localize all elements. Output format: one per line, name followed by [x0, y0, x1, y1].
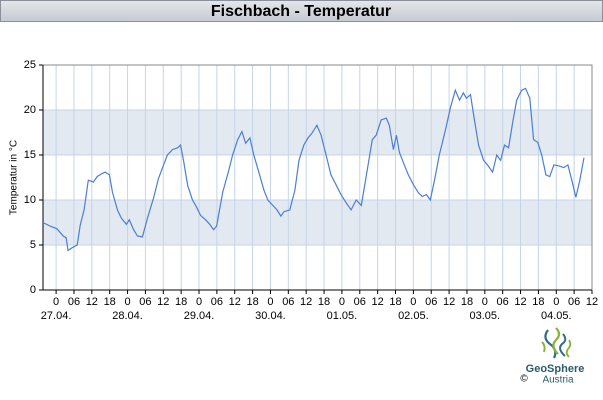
day-label: 30.04. — [255, 310, 286, 322]
band — [43, 200, 592, 245]
x-tick-label: 0 — [482, 296, 488, 308]
x-tick-label: 12 — [514, 296, 526, 308]
y-tick-label: 15 — [24, 149, 36, 161]
day-label: 03.05. — [470, 310, 501, 322]
x-tick-label: 12 — [86, 296, 98, 308]
day-label: 28.04. — [112, 310, 143, 322]
x-tick-label: 18 — [532, 296, 544, 308]
plot-area: 0 06 12 18 0 06 12 18 0 06 12 18 0 06 12 18 0 06 12 18 0 06 12… — [9, 59, 598, 322]
x-tick-label: 12 — [443, 296, 455, 308]
x-tick-label: 18 — [461, 296, 473, 308]
x-tick-label: 06 — [139, 296, 151, 308]
x-tick-label: 0 — [410, 296, 416, 308]
x-tick-label: 06 — [68, 296, 80, 308]
logo-name: GeoSphere — [526, 363, 585, 375]
x-tick-label: 12 — [300, 296, 312, 308]
y-tick-label: 5 — [30, 239, 36, 251]
x-tick-label: 0 — [339, 296, 345, 308]
y-tick-label: 10 — [24, 194, 36, 206]
day-label: 27.04. — [41, 310, 72, 322]
day-label: 29.04. — [184, 310, 215, 322]
x-tick-label: 06 — [425, 296, 437, 308]
y-tick-label: 25 — [24, 59, 36, 71]
chart-title: Fischbach - Temperatur — [211, 3, 391, 20]
temperature-line — [42, 87, 585, 252]
y-tick-label: 20 — [24, 104, 36, 116]
x-tick-label: 0 — [53, 296, 59, 308]
x-tick-label: 12 — [157, 296, 169, 308]
x-tick-label: 12 — [229, 296, 241, 308]
x-tick-label: 18 — [246, 296, 258, 308]
day-label: 02.05. — [398, 310, 429, 322]
y-axis-label: Temperatur in °C — [9, 140, 20, 215]
x-tick-label: 18 — [389, 296, 401, 308]
x-tick-label: 0 — [553, 296, 559, 308]
x-tick-label: 18 — [175, 296, 187, 308]
x-tick-label: 0 — [267, 296, 273, 308]
x-tick-label: 18 — [318, 296, 330, 308]
logo — [541, 327, 572, 359]
x-tick-label: 06 — [497, 296, 509, 308]
x-tick-label: 12 — [372, 296, 384, 308]
x-tick-label: 12 — [586, 296, 598, 308]
x-tick-label: 06 — [282, 296, 294, 308]
day-label: 01.05. — [327, 310, 358, 322]
logo-sub: Austria — [542, 375, 574, 386]
copyright: © — [520, 374, 528, 385]
x-tick-label: 06 — [211, 296, 223, 308]
plot-background — [43, 65, 592, 290]
x-tick-label: 0 — [196, 296, 202, 308]
x-tick-label: 18 — [104, 296, 116, 308]
x-tick-label: 06 — [354, 296, 366, 308]
y-tick-label: 0 — [30, 284, 36, 296]
x-tick-label: 06 — [568, 296, 580, 308]
band — [43, 110, 592, 155]
day-label: 04.05. — [541, 310, 572, 322]
x-tick-label: 0 — [124, 296, 130, 308]
